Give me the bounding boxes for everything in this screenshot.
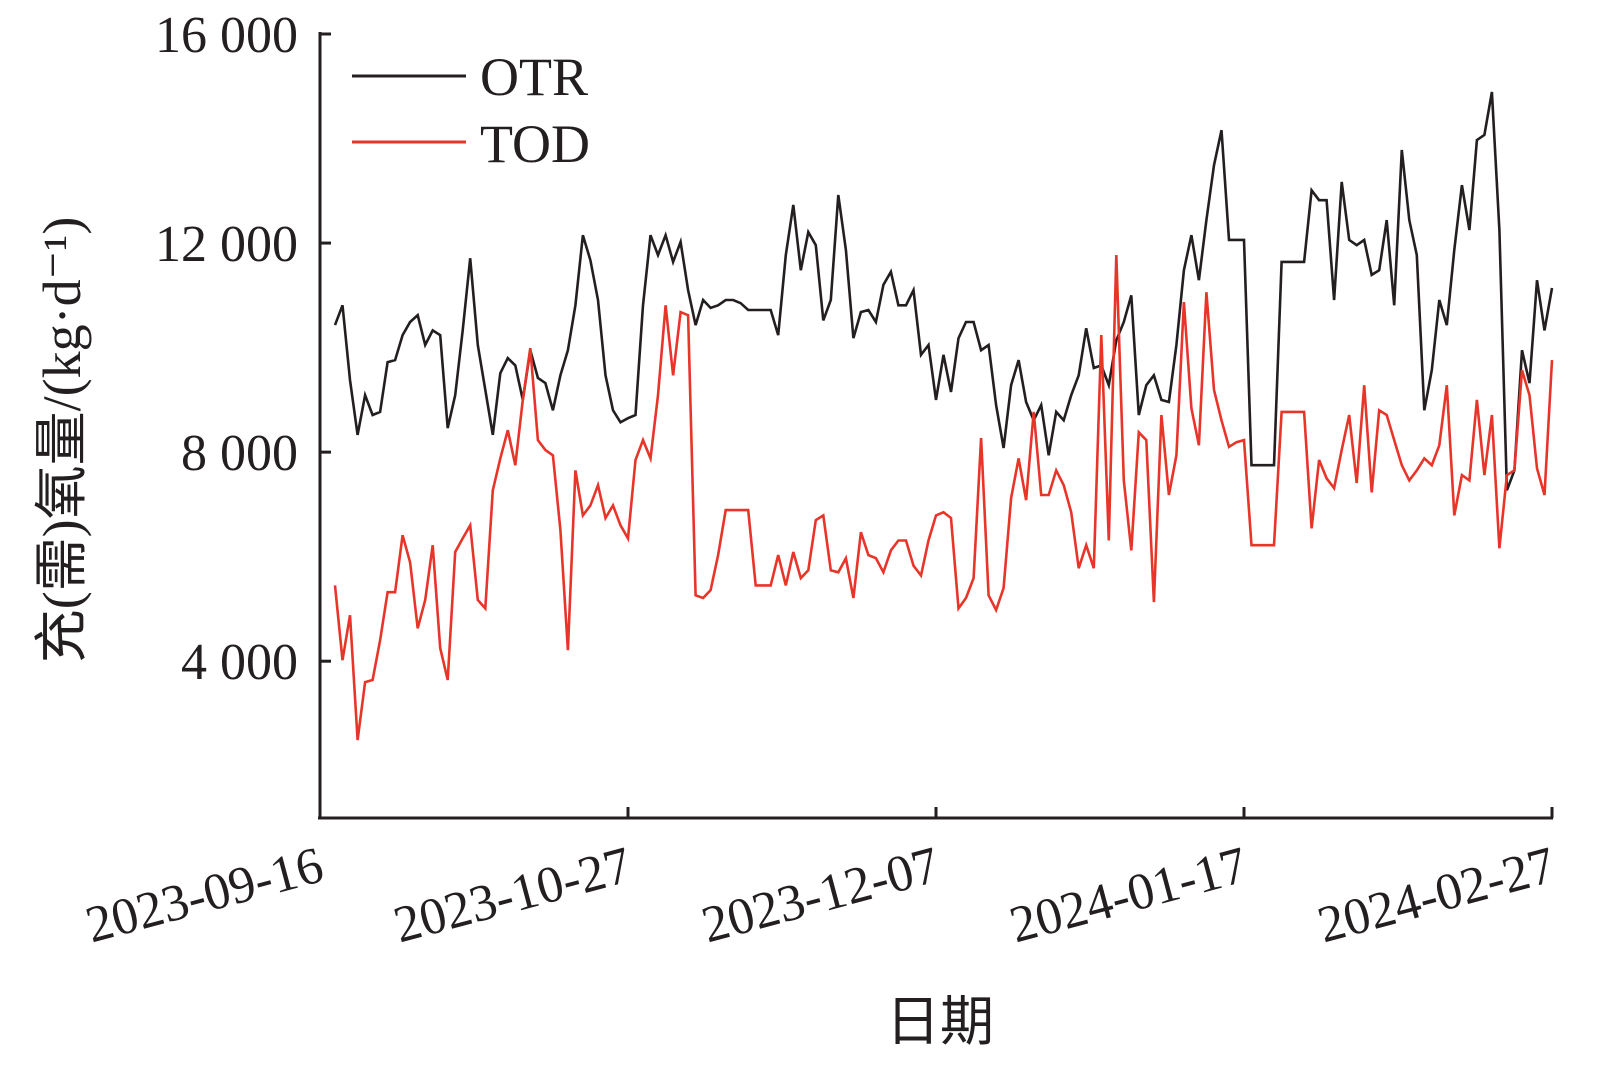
y-tick-label: 8 000 (181, 425, 298, 482)
x-axis-label: 日期 (886, 992, 994, 1052)
y-ticks: 4 000 8 000 12 000 16 000 (155, 7, 331, 691)
series-layer (333, 91, 1554, 741)
x-tick-label: 2023-12-07 (696, 837, 945, 955)
series-line-tod (333, 255, 1554, 741)
x-tick-label: 2024-02-27 (1312, 837, 1561, 955)
legend-label-tod: TOD (480, 114, 590, 174)
y-axis-label: 充(需)氧量/(kg·d⁻¹) (32, 217, 92, 664)
y-tick-label: 12 000 (155, 216, 298, 273)
y-tick-label: 16 000 (155, 7, 298, 64)
legend-label-otr: OTR (480, 47, 588, 107)
x-ticks: 2023-09-16 2023-10-27 2023-12-07 2024-01-17… (80, 807, 1561, 954)
series-line-otr (333, 91, 1554, 491)
x-tick-label: 2023-10-27 (388, 837, 637, 955)
legend: OTR TOD (352, 47, 590, 174)
x-tick-label: 2024-01-17 (1004, 837, 1253, 955)
y-tick-label: 4 000 (181, 634, 298, 691)
x-tick-label: 2023-09-16 (80, 837, 329, 955)
